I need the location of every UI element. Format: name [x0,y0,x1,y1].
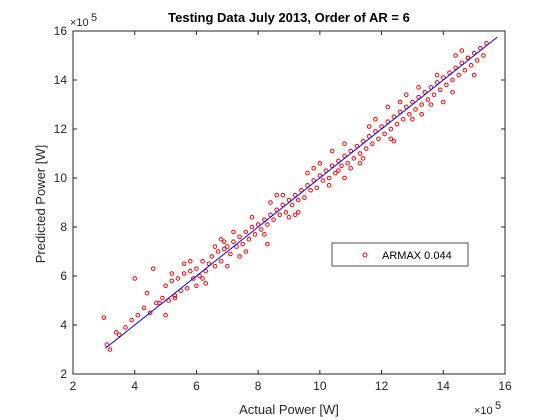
x-multiplier-base: ×10 [474,405,493,417]
x-multiplier-exponent: 5 [495,400,501,412]
x-tick-label: 14 [437,379,451,393]
y-multiplier-base: ×10 [70,17,89,29]
y-multiplier-exponent: 5 [91,12,97,24]
y-tick-label: 10 [54,171,68,185]
plot-area: 2 4 6 8 10 12 14 16 2 4 6 8 10 12 14 16 [54,24,512,393]
y-tick-label: 16 [54,24,68,38]
y-tick-label: 14 [54,73,68,87]
legend-label: ARMAX 0.044 [382,250,452,262]
y-tick-label: 2 [60,367,67,381]
x-tick-label: 6 [193,379,200,393]
y-tick-label: 4 [60,318,67,332]
y-tick-label: 8 [60,220,67,234]
y-axis-label: Predicted Power [W] [33,145,48,264]
x-tick-label: 10 [313,379,327,393]
x-axis-label: Actual Power [W] [239,402,339,417]
x-tick-label: 4 [131,379,138,393]
x-tick-label: 16 [498,379,512,393]
chart-title: Testing Data July 2013, Order of AR = 6 [168,10,410,25]
y-tick-label: 6 [60,269,67,283]
x-tick-label: 8 [255,379,262,393]
x-tick-label: 12 [375,379,389,393]
legend: ARMAX 0.044 [332,243,468,266]
y-tick-label: 12 [54,122,68,136]
x-tick-label: 2 [70,379,77,393]
